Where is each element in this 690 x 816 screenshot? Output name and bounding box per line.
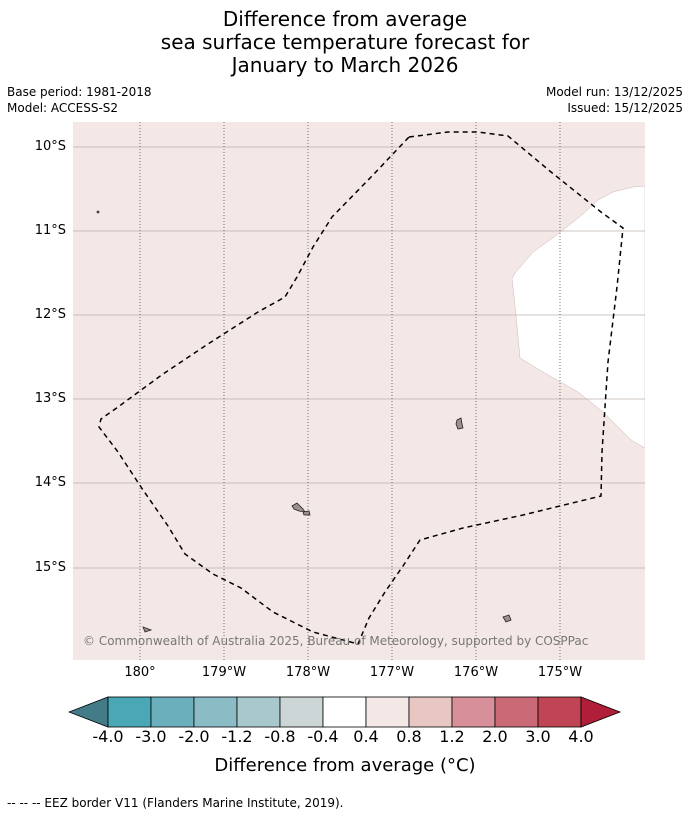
colorbar-label: Difference from average (°C) bbox=[214, 755, 476, 776]
lat-label-14s: 14°S bbox=[34, 475, 66, 490]
lat-label-10s: 10°S bbox=[34, 139, 66, 154]
near-average-region bbox=[511, 185, 645, 449]
island-lau-small bbox=[302, 510, 311, 516]
island-lau-group bbox=[291, 502, 306, 513]
colorbar-low-arrow bbox=[68, 696, 109, 728]
colorbar-tick: 2.0 bbox=[482, 727, 508, 746]
title-line-1: Difference from average bbox=[222, 7, 468, 31]
lat-label-13s: 13°S bbox=[34, 391, 66, 406]
colorbar-bin-1 bbox=[107, 696, 152, 728]
colorbar-tick: -4.0 bbox=[92, 727, 124, 746]
chart-title: Difference from average sea surface temp… bbox=[0, 8, 690, 77]
colorbar-tick: -1.2 bbox=[221, 727, 253, 746]
title-line-3: January to March 2026 bbox=[231, 53, 459, 77]
issued-date: Issued: 15/12/2025 bbox=[567, 101, 683, 115]
colorbar-tick: -0.8 bbox=[264, 727, 296, 746]
colorbar bbox=[68, 696, 622, 728]
title-line-2: sea surface temperature forecast for bbox=[160, 30, 530, 54]
colorbar-bin-8 bbox=[408, 696, 453, 728]
island-southwest bbox=[142, 626, 153, 633]
colorbar-bin-7 bbox=[365, 696, 410, 728]
map-panel[interactable]: © Commonwealth of Australia 2025, Bureau… bbox=[73, 122, 645, 660]
colorbar-high-arrow bbox=[580, 696, 622, 728]
copyright-notice: © Commonwealth of Australia 2025, Bureau… bbox=[83, 634, 589, 648]
colorbar-bin-6 bbox=[322, 696, 367, 728]
colorbar-bin-5 bbox=[279, 696, 324, 728]
colorbar-tick: 0.4 bbox=[353, 727, 379, 746]
model-run: Model run: 13/12/2025 bbox=[545, 85, 683, 99]
lon-label-176w: 176°W bbox=[453, 665, 499, 680]
island-vanua-balavu bbox=[455, 417, 464, 430]
lon-label-178w: 178°W bbox=[285, 665, 331, 680]
colorbar-tick: -0.4 bbox=[307, 727, 339, 746]
map-canvas bbox=[73, 122, 645, 660]
lon-gridlines bbox=[139, 122, 561, 660]
model-name: Model: ACCESS-S2 bbox=[7, 101, 119, 115]
lon-label-177w: 177°W bbox=[369, 665, 415, 680]
lat-label-11s: 11°S bbox=[34, 223, 66, 238]
colorbar-tick: 0.8 bbox=[396, 727, 422, 746]
eez-border bbox=[98, 131, 624, 645]
colorbar-bin-10 bbox=[494, 696, 539, 728]
lat-label-15s: 15°S bbox=[34, 560, 66, 575]
meta-right: Model run: 13/12/2025 Issued: 15/12/2025 bbox=[546, 84, 683, 116]
lon-label-180: 180° bbox=[124, 665, 156, 680]
colorbar-bin-4 bbox=[236, 696, 281, 728]
colorbar-tick: 3.0 bbox=[525, 727, 551, 746]
lon-label-175w: 175°W bbox=[537, 665, 583, 680]
colorbar-tick: -2.0 bbox=[178, 727, 210, 746]
colorbar-tick: 4.0 bbox=[568, 727, 594, 746]
meta-left: Base period: 1981-2018 Model: ACCESS-S2 bbox=[7, 84, 152, 116]
colorbar-bin-3 bbox=[193, 696, 238, 728]
colorbar-tick: -3.0 bbox=[135, 727, 167, 746]
colorbar-bin-2 bbox=[150, 696, 195, 728]
base-period: Base period: 1981-2018 bbox=[7, 85, 152, 99]
islet-northwest bbox=[96, 210, 100, 214]
lat-label-12s: 12°S bbox=[34, 307, 66, 322]
eez-legend-note: -- -- -- EEZ border V11 (Flanders Marine… bbox=[7, 796, 344, 810]
colorbar-tick: 1.2 bbox=[439, 727, 465, 746]
colorbar-bin-9 bbox=[451, 696, 496, 728]
colorbar-bin-11 bbox=[537, 696, 582, 728]
lat-gridlines bbox=[73, 146, 645, 569]
islands bbox=[96, 210, 512, 633]
island-east bbox=[502, 614, 512, 623]
lon-label-179w: 179°W bbox=[201, 665, 247, 680]
